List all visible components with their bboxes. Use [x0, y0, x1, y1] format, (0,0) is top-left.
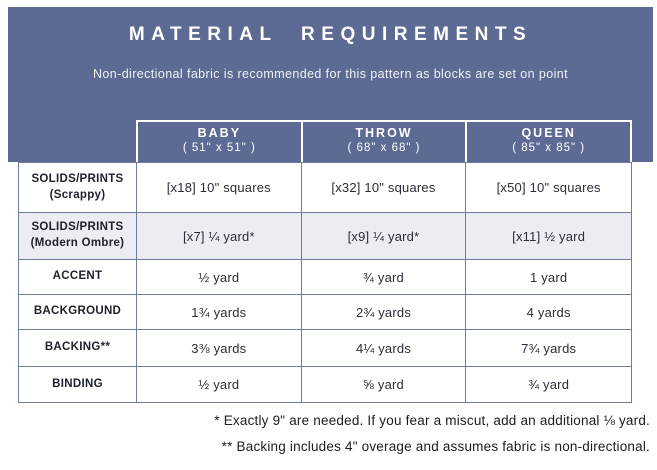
cell-value: 4¼ yards [355, 340, 412, 356]
header-banner: MATERIAL REQUIREMENTS Non-directional fa… [8, 7, 653, 162]
row-label-line2: (Scrappy) [49, 188, 106, 201]
row-label-solids-ombre: SOLIDS/PRINTS (Modern Ombre) [19, 213, 137, 260]
table-cell: ¾ yard [466, 367, 631, 402]
table-cell: 7¾ yards [466, 330, 631, 367]
cell-value: [x11] ½ yard [512, 228, 586, 244]
row-label-line1: BINDING [52, 377, 103, 390]
cell-value: ½ yard [198, 377, 240, 392]
page-subtitle: Non-directional fabric is recommended fo… [93, 67, 568, 81]
row-label-line1: SOLIDS/PRINTS [31, 172, 124, 185]
table-cell: [x11] ½ yard [466, 213, 631, 260]
row-label-accent: ACCENT [19, 260, 137, 295]
table-cell: 3⅜ yards [137, 330, 302, 367]
row-label-binding: BINDING [19, 367, 137, 402]
table-cell: ½ yard [137, 260, 302, 295]
cell-value: [x9] ¼ yard* [347, 228, 420, 244]
page-title: MATERIAL REQUIREMENTS [128, 24, 533, 45]
cell-value: 2¾ yards [355, 304, 412, 320]
cell-value: 1¾ yards [191, 304, 247, 320]
cell-value: ⅝ yard [363, 377, 404, 392]
table-cell: ½ yard [137, 367, 302, 402]
table-cell: 4 yards [466, 295, 631, 330]
table-cell: [x7] ¼ yard* [137, 213, 302, 260]
column-name: BABY [197, 126, 242, 140]
row-label-line1: ACCENT [52, 270, 103, 283]
column-name: THROW [355, 126, 413, 140]
row-label-backing: BACKING** [19, 330, 137, 367]
cell-value: ¾ yard [528, 377, 570, 392]
footnote-double-asterisk: ** Backing includes 4" overage and assum… [221, 438, 650, 454]
row-label-background: BACKGROUND [19, 295, 137, 330]
cell-value: 1 yard [529, 269, 568, 285]
column-name: QUEEN [521, 126, 576, 140]
table-cell: 4¼ yards [301, 330, 467, 367]
cell-value: 4 yards [526, 304, 571, 320]
cell-value: [x50] 10" squares [496, 180, 601, 195]
column-header-throw: THROW ( 68" x 68" ) [300, 120, 466, 162]
column-dimensions: ( 68" x 68" ) [347, 142, 421, 154]
cell-value: ¾ yard [363, 269, 404, 285]
table-cell: [x50] 10" squares [466, 163, 631, 213]
cell-value: ½ yard [198, 269, 240, 285]
table-cell: 1 yard [466, 260, 631, 295]
column-header-baby: BABY ( 51" x 51" ) [136, 120, 301, 162]
footnotes: * Exactly 9" are needed. If you fear a m… [214, 408, 650, 459]
cell-value: [x18] 10" squares [166, 180, 271, 195]
row-label-line1: SOLIDS/PRINTS [31, 221, 124, 234]
row-label-solids-scrappy: SOLIDS/PRINTS (Scrappy) [19, 163, 137, 213]
row-label-line1: BACKGROUND [33, 305, 122, 318]
table-cell: [x9] ¼ yard* [301, 213, 467, 260]
footnote-single-asterisk: * Exactly 9" are needed. If you fear a m… [214, 413, 650, 428]
table-cell: ⅝ yard [301, 367, 467, 402]
table-cell: 1¾ yards [137, 295, 302, 330]
table-cell: [x32] 10" squares [301, 163, 467, 213]
column-dimensions: ( 51" x 51" ) [182, 142, 256, 154]
size-column-headers: BABY ( 51" x 51" ) THROW ( 68" x 68" ) Q… [136, 120, 633, 162]
row-label-line2: (Modern Ombre) [30, 237, 125, 249]
table-cell: [x18] 10" squares [137, 163, 302, 213]
row-label-line1: BACKING** [44, 341, 111, 354]
cell-value: 3⅜ yards [191, 340, 247, 356]
column-dimensions: ( 85" x 85" ) [512, 142, 586, 154]
column-header-queen: QUEEN ( 85" x 85" ) [465, 120, 633, 162]
table-cell: ¾ yard [301, 260, 467, 295]
table-cell: 2¾ yards [301, 295, 467, 330]
cell-value: 7¾ yards [521, 340, 577, 356]
cell-value: [x7] ¼ yard* [182, 228, 255, 244]
cell-value: [x32] 10" squares [331, 180, 436, 195]
requirements-table: SOLIDS/PRINTS (Scrappy) [x18] 10" square… [18, 162, 632, 403]
